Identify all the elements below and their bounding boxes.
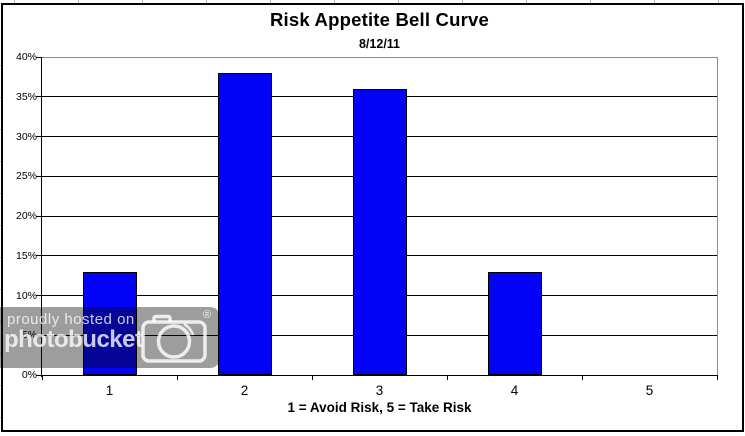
x-axis-tick [41, 376, 43, 380]
x-axis-tick [446, 376, 448, 380]
y-axis-label: 0% [21, 369, 37, 381]
y-axis-tick [36, 96, 42, 98]
bar [487, 271, 542, 375]
y-axis-label: 15% [15, 249, 37, 262]
x-axis-label: 1 [105, 383, 114, 398]
y-axis-tick [36, 56, 42, 58]
y-axis-label: 5% [21, 329, 37, 342]
x-axis-label: 5 [645, 383, 654, 398]
y-axis-line [40, 57, 43, 377]
bar [352, 88, 407, 375]
bar [217, 72, 272, 375]
y-axis-label: 10% [15, 289, 37, 302]
x-axis-tick [581, 376, 583, 380]
x-axis-label: 3 [375, 383, 384, 398]
x-axis-tick [716, 376, 718, 380]
camera-icon [140, 314, 214, 369]
y-axis-tick [36, 255, 42, 257]
y-axis-tick [36, 136, 42, 138]
y-axis-tick [36, 334, 42, 336]
chart-subtitle: 8/12/11 [358, 37, 400, 51]
y-axis-label: 30% [15, 130, 37, 143]
photobucket-watermark: proudly hosted on photobucket ® [0, 307, 220, 368]
watermark-tagline: proudly hosted on [7, 311, 135, 328]
plot-border-top [42, 56, 717, 58]
y-axis-label: 40% [15, 51, 37, 63]
y-axis-tick [36, 215, 42, 217]
x-axis-line [40, 374, 718, 377]
bar [82, 271, 137, 375]
watermark-brand: photobucket [4, 326, 143, 353]
x-axis-tick [311, 376, 313, 380]
x-axis-label: 2 [240, 383, 249, 398]
y-axis-tick [36, 295, 42, 297]
x-axis-tick [176, 376, 178, 380]
chart-title: Risk Appetite Bell Curve [270, 9, 489, 30]
y-axis-label: 35% [15, 90, 37, 103]
x-axis-title: 1 = Avoid Risk, 5 = Take Risk [287, 400, 472, 415]
y-axis-tick [36, 374, 42, 376]
x-axis-label: 4 [510, 383, 519, 398]
y-axis-label: 20% [15, 210, 37, 222]
y-axis-tick [36, 175, 42, 177]
y-axis-label: 25% [15, 170, 37, 183]
registered-trademark-symbol: ® [203, 309, 212, 321]
plot-border-right [716, 57, 718, 375]
